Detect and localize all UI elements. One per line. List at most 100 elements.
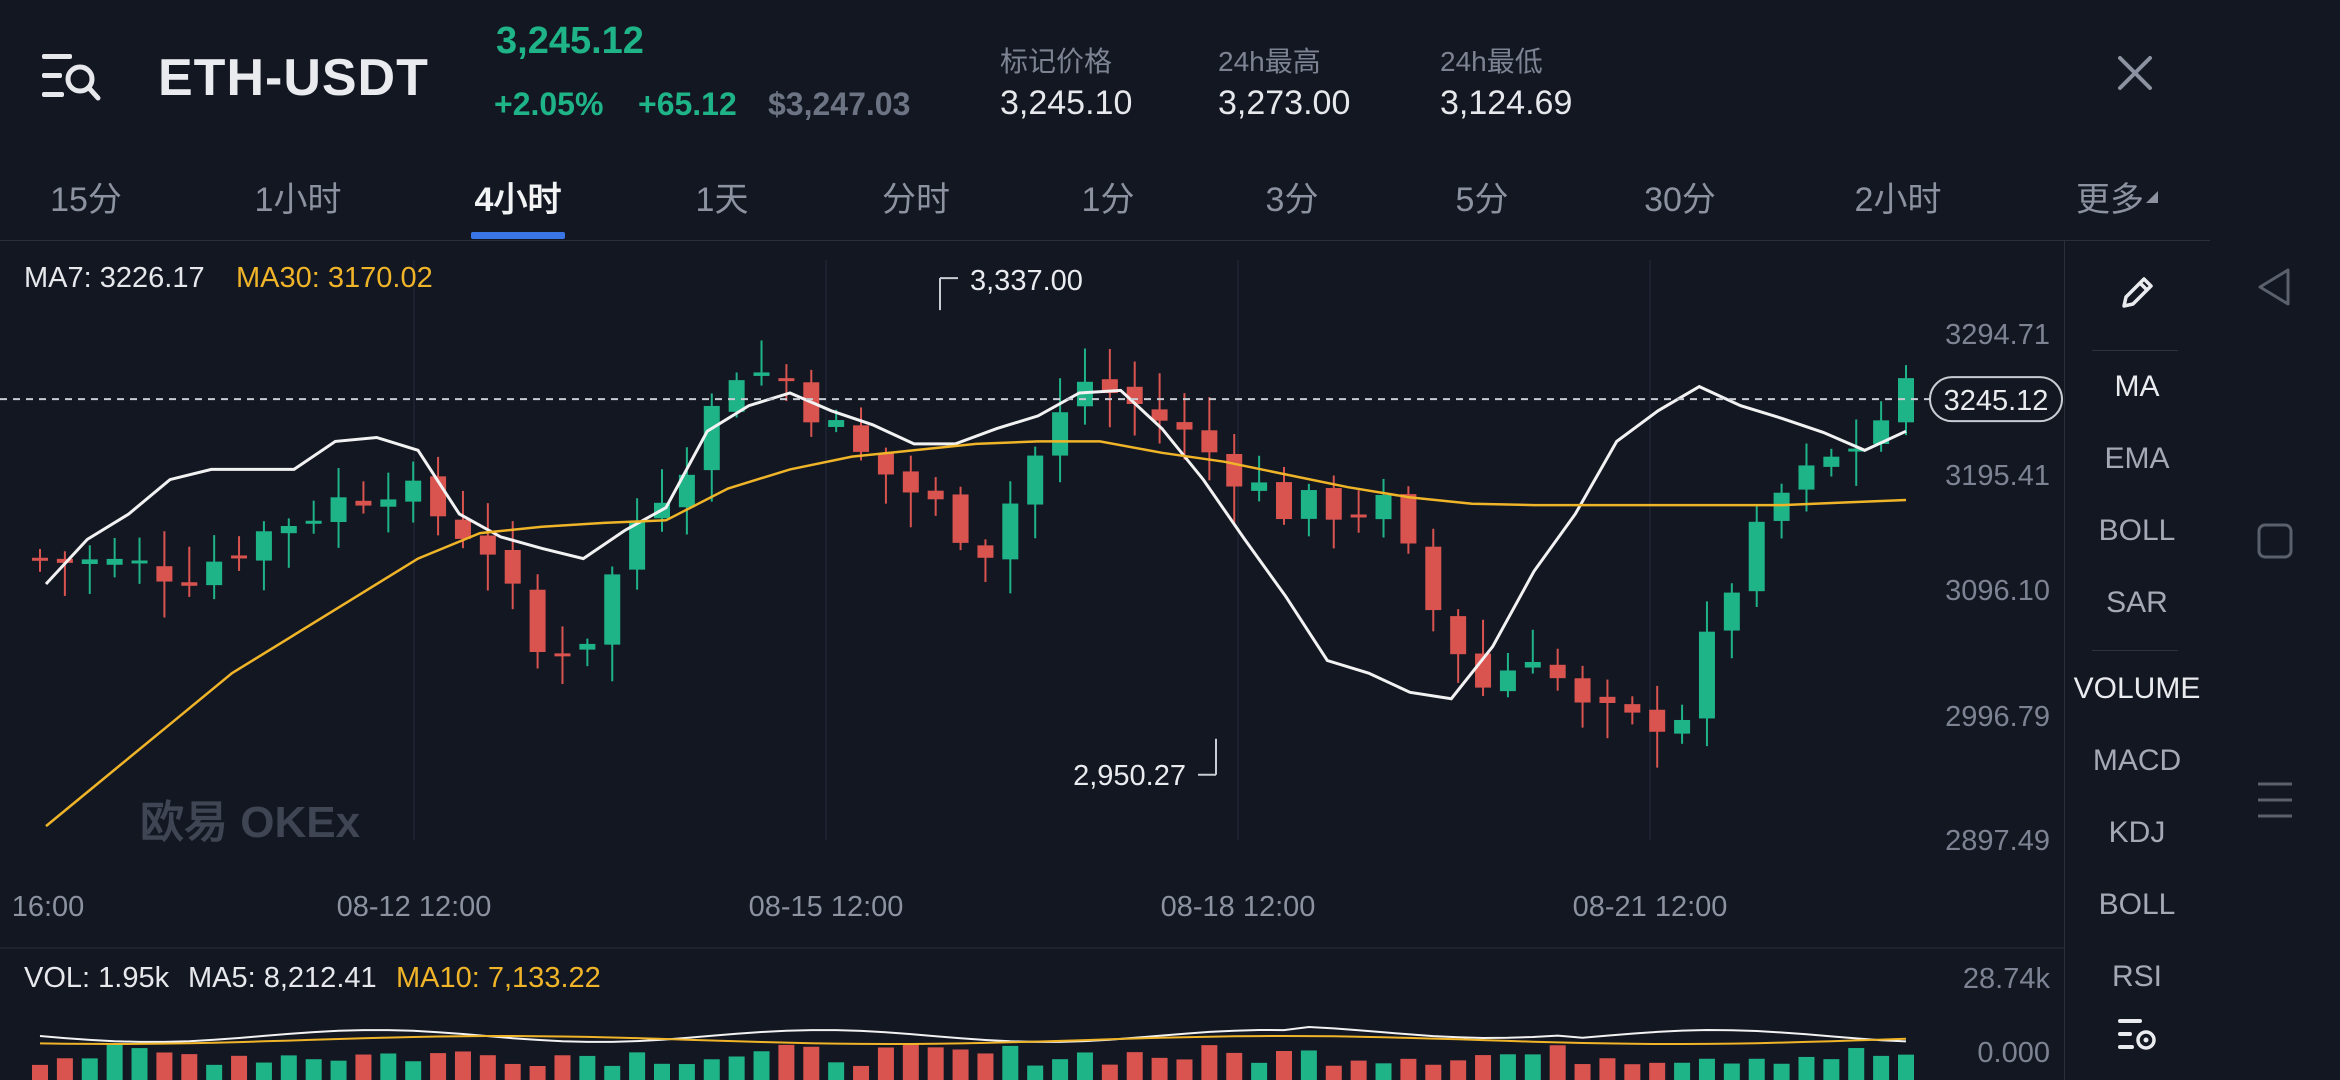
indicator-rsi[interactable]: RSI [2111,960,2162,988]
okex-watermark: 欧易 OKEx [140,798,361,847]
volume-bar [1126,1052,1143,1080]
ma30-label: MA30: 3170.02 [236,262,433,294]
indicator-kdj[interactable]: KDJ [2108,816,2166,849]
tab-30m[interactable]: 30分 [1644,181,1716,219]
candle-body [156,566,173,582]
volume-bar [1151,1057,1168,1080]
volume-bar [828,1062,845,1080]
kline-chart[interactable]: 3294.71 3195.41 3096.10 2996.79 2897.49 16:00… [0,240,2064,1080]
x-tick-label: 16:00 [12,891,85,923]
vol-y-tick-label: 0.000 [1977,1037,2050,1069]
tab-1m[interactable]: 1分 [1081,181,1135,219]
candle-body [1251,482,1268,491]
volume-bar [1425,1064,1442,1080]
candle-body [678,474,695,508]
volume-bar [1076,1052,1093,1080]
candle-body [255,531,272,561]
change-percent: +2.05% [494,86,604,122]
candle-body [977,545,994,558]
volume-bar [1873,1055,1890,1080]
volume-bar [430,1053,447,1080]
low-24h-value: 3,124.69 [1440,84,1573,122]
tab-3m[interactable]: 3分 [1265,181,1319,219]
candle-body [231,555,248,559]
indicator-boll[interactable]: BOLL [2098,514,2176,547]
candle-body [1350,514,1367,518]
volume-bar [877,1047,894,1080]
tab-1h[interactable]: 1小时 [254,181,342,219]
volume-bar [81,1058,98,1080]
volume-bar [1350,1060,1367,1080]
candle-body [1674,719,1691,734]
menu-search-icon[interactable] [40,48,102,106]
indicator-volume[interactable]: VOLUME [2073,672,2201,705]
volume-bar [1848,1048,1865,1080]
volume-bar [504,1063,521,1080]
draw-pencil-icon[interactable] [2116,272,2158,319]
tab-15m[interactable]: 15分 [50,181,122,219]
volume-bar [330,1060,347,1080]
tabs-divider [0,240,2210,241]
last-price: 3,245.12 [496,20,644,62]
candle-body [1599,696,1616,704]
volume-bar [803,1046,820,1080]
candle-body [1201,430,1218,453]
tab-time-sharing[interactable]: 分时 [882,181,950,219]
candle-body [1002,503,1019,560]
indicator-sar[interactable]: SAR [2106,586,2168,619]
candle-body [1624,704,1641,713]
volume-bar [853,1065,870,1080]
candle-body [355,500,372,506]
vol-ma5-line [39,1025,1907,1043]
volume-bar [1325,1065,1342,1080]
change-absolute: +65.12 [638,86,737,122]
volume-bar [106,1044,123,1080]
volume-bar [1375,1063,1392,1080]
indicator-settings-icon[interactable] [2116,1014,2158,1059]
volume-bar [1300,1050,1317,1080]
candle-body [1425,546,1442,611]
low-24h-label: 24h最低 [1440,46,1543,77]
candle-body [1649,709,1666,732]
y-tick-label: 2996.79 [1945,701,2050,733]
volume-bar [1624,1064,1641,1080]
volume-bar [778,1044,795,1080]
candle-body [1226,453,1243,487]
volume-bar [728,1056,745,1080]
candle-body [1773,492,1790,521]
volume-bar [1400,1058,1417,1080]
candle-body [629,522,646,570]
candle-body [305,520,322,524]
volume-bar [1450,1060,1467,1080]
y-tick-label: 3195.41 [1945,460,2050,492]
indicator-ma[interactable]: MA [2114,370,2160,403]
nav-home-icon[interactable] [2250,516,2300,571]
volume-bar [927,1047,944,1080]
candle-body [1549,664,1566,679]
candle-body [529,589,546,653]
indicator-boll-sub[interactable]: BOLL [2098,888,2176,921]
indicator-ema[interactable]: EMA [2104,442,2170,475]
indicator-macd[interactable]: MACD [2092,744,2182,777]
volume-bar [1499,1054,1516,1080]
tab-1d[interactable]: 1天 [695,181,749,219]
tab-2h[interactable]: 2小时 [1854,181,1942,219]
y-tick-label: 2897.49 [1945,825,2050,857]
tab-4h[interactable]: 4小时 [474,181,562,219]
candle-body [1276,482,1292,520]
more-caret-icon [2146,190,2158,208]
tab-5m[interactable]: 5分 [1455,181,1509,219]
candle-body [828,420,845,427]
nav-back-icon[interactable] [2250,262,2300,317]
candle-body [853,425,870,452]
candle-body [405,480,422,502]
trading-pair-symbol[interactable]: ETH-USDT [158,49,429,107]
tab-more[interactable]: 更多 [2076,181,2144,219]
nav-menu-icon[interactable] [2250,775,2300,830]
y-tick-label: 3096.10 [1945,575,2050,607]
volume-bar [56,1058,73,1080]
high-24h-label: 24h最高 [1218,46,1321,77]
candle-body [32,557,48,561]
close-icon[interactable] [2112,50,2158,96]
vol-y-tick-label: 28.74k [1963,963,2051,995]
